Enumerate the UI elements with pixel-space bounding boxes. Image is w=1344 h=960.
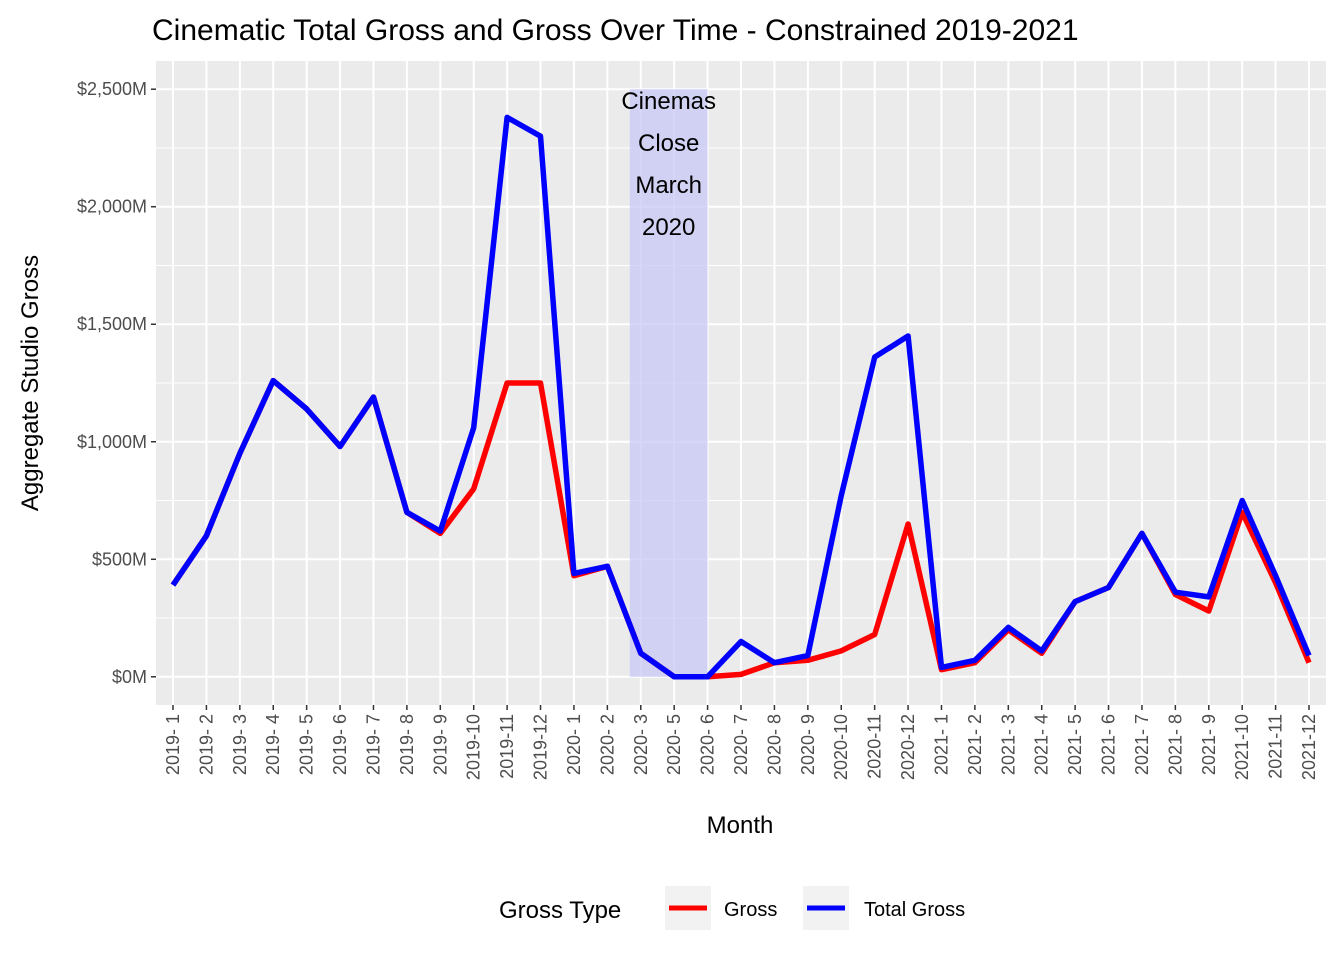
x-tick-label: 2019-12 <box>531 714 551 780</box>
y-tick-label: $500M <box>92 549 147 569</box>
x-tick-label: 2021-11 <box>1266 714 1286 779</box>
y-axis-title: Aggregate Studio Gross <box>17 255 44 511</box>
legend-label-total-gross: Total Gross <box>864 899 965 921</box>
cinemas-closed-band <box>629 89 708 677</box>
x-tick-label: 2020- 3 <box>631 714 651 775</box>
x-tick-label: 2020- 7 <box>731 714 751 775</box>
y-tick-label: $0M <box>112 667 147 687</box>
x-tick-label: 2019- 2 <box>196 714 216 775</box>
y-axis: $0M $500M $1,000M $1,500M $2,000M $2,500M <box>77 79 156 687</box>
x-tick-label: 2019- 3 <box>230 714 250 775</box>
annotation-line: Cinemas <box>621 88 716 115</box>
series-lines <box>170 114 1312 680</box>
x-tick-label: 2020-11 <box>865 714 885 779</box>
x-tick-label: 2019- 5 <box>297 714 317 775</box>
x-tick-label: 2021- 2 <box>965 714 985 775</box>
x-tick-label: 2021- 7 <box>1132 714 1152 775</box>
x-tick-label: 2019- 4 <box>263 714 283 775</box>
x-tick-label: 2021- 4 <box>1032 714 1052 775</box>
x-tick-label: 2021-12 <box>1299 714 1319 780</box>
x-axis: 2019- 1 2019- 2 2019- 3 2019- 4 2019- 5 2019-… <box>163 705 1319 780</box>
x-tick-label: 2019-11 <box>497 714 517 779</box>
x-tick-label: 2020- 9 <box>798 714 818 775</box>
y-tick-label: $1,000M <box>77 432 147 452</box>
x-tick-label: 2019- 9 <box>430 714 450 775</box>
x-tick-label: 2020-12 <box>898 714 918 780</box>
x-tick-label: 2020- 8 <box>764 714 784 775</box>
x-axis-title: Month <box>707 812 774 839</box>
chart-title: Cinematic Total Gross and Gross Over Tim… <box>152 14 1079 47</box>
y-tick-label: $2,500M <box>77 79 147 99</box>
x-tick-label: 2020-10 <box>831 714 851 780</box>
y-tick-label: $2,000M <box>77 197 147 217</box>
x-tick-label: 2021- 1 <box>931 714 951 775</box>
legend-label-gross: Gross <box>724 899 777 921</box>
major-gridlines <box>156 61 1326 705</box>
x-tick-label: 2019- 8 <box>397 714 417 775</box>
x-tick-label: 2020- 2 <box>597 714 617 775</box>
annotation-line: Close <box>638 130 699 157</box>
x-tick-label: 2019- 7 <box>363 714 383 775</box>
x-tick-label: 2021- 3 <box>998 714 1018 775</box>
x-tick-label: 2021- 5 <box>1065 714 1085 775</box>
annotation-line: 2020 <box>642 214 695 241</box>
x-tick-label: 2019-10 <box>464 714 484 780</box>
legend: Gross Type Gross Total Gross <box>499 886 965 930</box>
x-tick-label: 2021- 8 <box>1165 714 1185 775</box>
x-tick-label: 2021- 9 <box>1199 714 1219 775</box>
legend-title: Gross Type <box>499 897 621 924</box>
x-tick-label: 2019- 1 <box>163 714 183 775</box>
shaded-region <box>629 89 708 677</box>
x-tick-label: 2020- 5 <box>664 714 684 775</box>
x-tick-label: 2019- 6 <box>330 714 350 775</box>
series-line-total-gross <box>170 114 1312 680</box>
annotation-line: March <box>635 172 702 199</box>
x-tick-label: 2021-10 <box>1232 714 1252 780</box>
x-tick-label: 2020- 1 <box>564 714 584 775</box>
y-tick-label: $1,500M <box>77 314 147 334</box>
annotation: Cinemas Close March 2020 <box>621 88 716 241</box>
x-tick-label: 2021- 6 <box>1099 714 1119 775</box>
x-tick-label: 2020- 6 <box>698 714 718 775</box>
